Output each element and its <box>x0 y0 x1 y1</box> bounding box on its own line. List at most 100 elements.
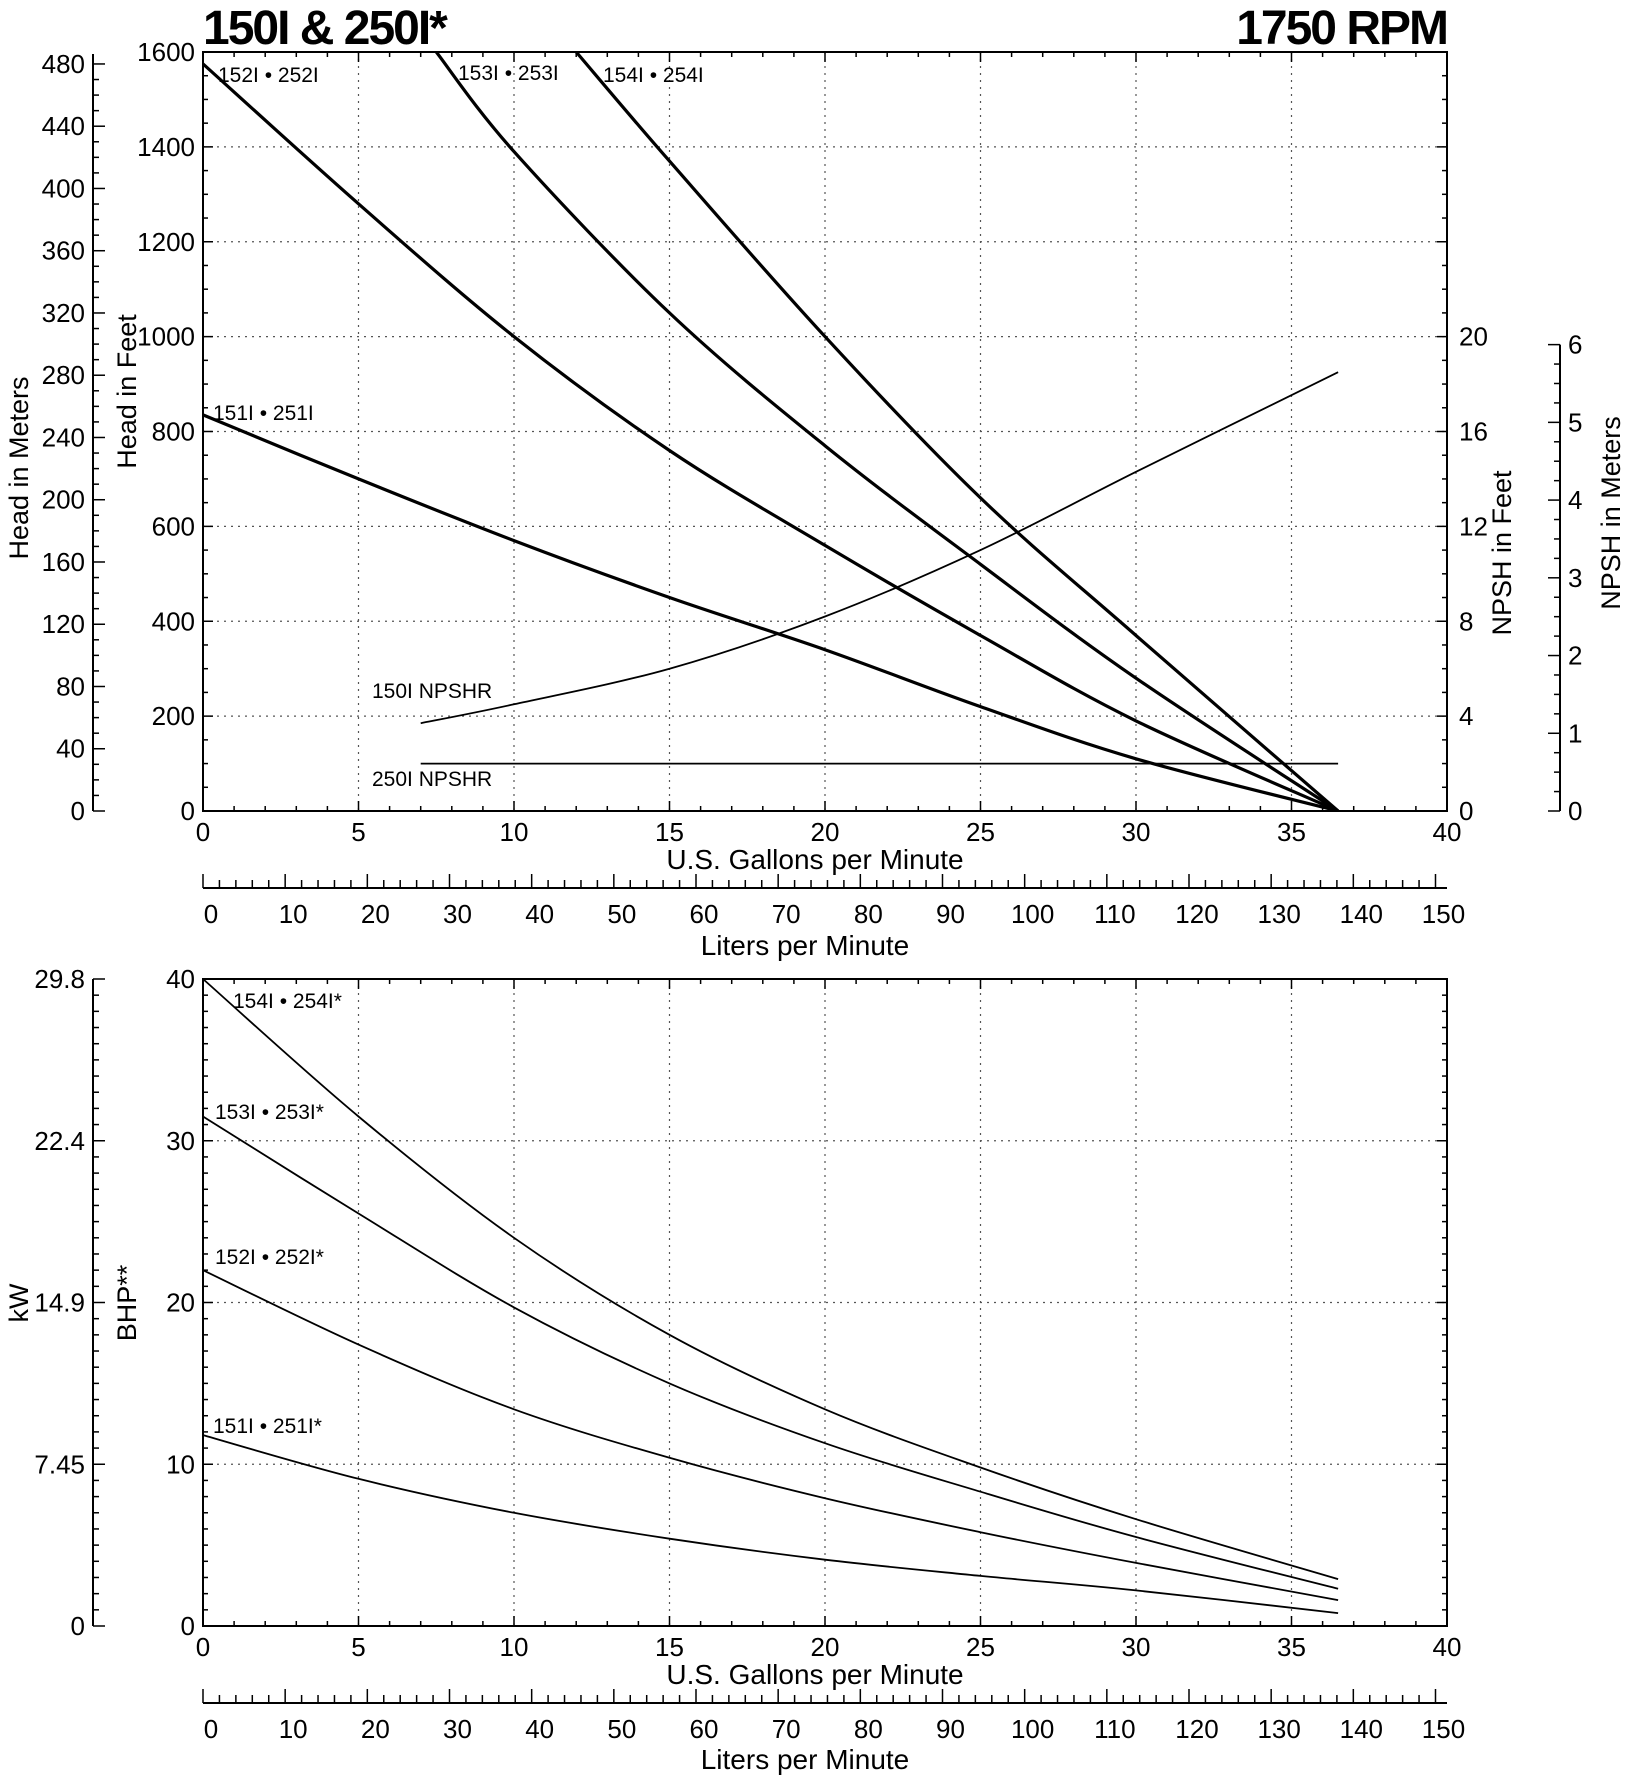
kw-tick-label: 14.9 <box>34 1288 85 1318</box>
head-curve-line <box>435 52 1339 811</box>
power-x-tick-label: 35 <box>1277 1632 1306 1662</box>
power-liters-tick-label: 0 <box>204 1714 218 1744</box>
power-x-tick-label: 15 <box>655 1632 684 1662</box>
power-y-tick-label: 40 <box>166 964 195 994</box>
power-liters-tick-label: 100 <box>1011 1714 1054 1744</box>
y-tick-label: 800 <box>152 417 195 447</box>
power-liters-tick-label: 80 <box>854 1714 883 1744</box>
power-liters-tick-label: 120 <box>1175 1714 1218 1744</box>
power-y-tick-label: 20 <box>166 1288 195 1318</box>
npshr-curve-line <box>420 371 1339 725</box>
kw-axis-label: kW <box>4 1283 34 1323</box>
meters-axis-label: Head in Meters <box>4 376 34 559</box>
meters-tick-label: 480 <box>42 49 85 79</box>
npsh-meters-tick-label: 1 <box>1568 718 1582 748</box>
npsh-meters-tick-label: 2 <box>1568 641 1582 671</box>
power-y-tick-label: 30 <box>166 1126 195 1156</box>
power-curve-label: 154I • 254I* <box>233 990 342 1013</box>
npshr-curve-label: 150I NPSHR <box>372 680 492 703</box>
power-liters-tick-label: 70 <box>772 1714 801 1744</box>
power-curve-line <box>202 1269 1339 1601</box>
liters-tick-label: 60 <box>690 899 719 929</box>
power-curve-label: 153I • 253I* <box>215 1101 324 1124</box>
title-layer: 150I & 250I* 1750 RPM <box>203 2 1449 55</box>
npsh-meters-tick-label: 0 <box>1568 796 1582 826</box>
x-tick-label: 0 <box>196 817 210 847</box>
kw-tick-label: 7.45 <box>34 1449 85 1479</box>
liters-tick-label: 40 <box>525 899 554 929</box>
npsh-feet-tick-label: 20 <box>1459 322 1488 352</box>
chart-layer: 0 5 10 15 20 25 30 35 40U.S. Gallons per Minute0… <box>4 37 1626 1775</box>
x-tick-label: 15 <box>655 817 684 847</box>
meters-tick-label: 360 <box>42 236 85 266</box>
kw-tick-label: 29.8 <box>34 964 85 994</box>
head-curve-label: 152I • 252I <box>218 64 319 87</box>
liters-tick-label: 20 <box>361 899 390 929</box>
meters-tick-label: 0 <box>71 796 85 826</box>
y-tick-label: 400 <box>152 606 195 636</box>
power-liters-tick-label: 30 <box>443 1714 472 1744</box>
npsh-feet-tick-label: 8 <box>1459 606 1473 636</box>
npsh-meters-axis-label: NPSH in Meters <box>1596 416 1626 610</box>
x-axis-label: U.S. Gallons per Minute <box>666 844 963 875</box>
power-x-tick-label: 0 <box>196 1632 210 1662</box>
liters-tick-label: 140 <box>1340 899 1383 929</box>
meters-tick-label: 240 <box>42 422 85 452</box>
rpm-label: 1750 RPM <box>1236 2 1447 55</box>
power-x-tick-label: 40 <box>1433 1632 1462 1662</box>
power-liters-tick-label: 40 <box>525 1714 554 1744</box>
y-tick-label: 1600 <box>137 37 195 67</box>
power-y-axis-label: BHP** <box>112 1264 142 1341</box>
x-tick-label: 40 <box>1433 817 1462 847</box>
liters-axis-label: Liters per Minute <box>701 930 910 961</box>
power-liters-tick-label: 110 <box>1094 1714 1135 1744</box>
x-tick-label: 35 <box>1277 817 1306 847</box>
liters-tick-label: 120 <box>1175 899 1218 929</box>
liters-tick-label: 80 <box>854 899 883 929</box>
power-x-tick-label: 30 <box>1122 1632 1151 1662</box>
liters-tick-label: 150 <box>1422 899 1465 929</box>
x-tick-label: 30 <box>1122 817 1151 847</box>
meters-tick-label: 320 <box>42 298 85 328</box>
meters-tick-label: 400 <box>42 173 85 203</box>
power-curve-label: 152I • 252I* <box>215 1246 324 1269</box>
chart-title: 150I & 250I* <box>203 2 448 55</box>
npsh-meters-tick-label: 5 <box>1568 407 1582 437</box>
power-liters-tick-label: 140 <box>1340 1714 1383 1744</box>
liters-tick-label: 100 <box>1011 899 1054 929</box>
power-x-tick-label: 5 <box>351 1632 365 1662</box>
liters-tick-label: 10 <box>279 899 308 929</box>
head-curve-line <box>203 413 1339 811</box>
power-liters-tick-label: 10 <box>279 1714 308 1744</box>
power-liters-tick-label: 60 <box>690 1714 719 1744</box>
power-curve-line <box>202 1434 1339 1614</box>
power-liters-tick-label: 150 <box>1422 1714 1465 1744</box>
power-liters-tick-label: 130 <box>1257 1714 1300 1744</box>
power-liters-tick-label: 50 <box>607 1714 636 1744</box>
y-tick-label: 1000 <box>137 322 195 352</box>
power-x-axis-label: U.S. Gallons per Minute <box>666 1659 963 1690</box>
npsh-feet-tick-label: 16 <box>1459 417 1488 447</box>
kw-tick-label: 22.4 <box>34 1126 85 1156</box>
liters-tick-label: 130 <box>1257 899 1300 929</box>
meters-tick-label: 200 <box>42 485 85 515</box>
x-tick-label: 10 <box>500 817 529 847</box>
y-tick-label: 0 <box>181 796 195 826</box>
power-curve-line <box>202 1115 1339 1590</box>
liters-tick-label: 0 <box>204 899 218 929</box>
head-curve-label: 151I • 251I <box>213 402 314 425</box>
npsh-meters-tick-label: 6 <box>1568 330 1582 360</box>
head-curve-label: 153I • 253I <box>458 62 559 85</box>
power-y-tick-label: 10 <box>166 1449 195 1479</box>
y-tick-label: 1400 <box>137 132 195 162</box>
head-curve-label: 154I • 254I <box>603 64 704 87</box>
npsh-meters-tick-label: 4 <box>1568 485 1582 515</box>
liters-tick-label: 30 <box>443 899 472 929</box>
meters-tick-label: 160 <box>42 547 85 577</box>
npsh-feet-tick-label: 0 <box>1459 796 1473 826</box>
meters-tick-label: 280 <box>42 360 85 390</box>
power-x-tick-label: 25 <box>966 1632 995 1662</box>
power-curve-label: 151I • 251I* <box>213 1415 322 1438</box>
